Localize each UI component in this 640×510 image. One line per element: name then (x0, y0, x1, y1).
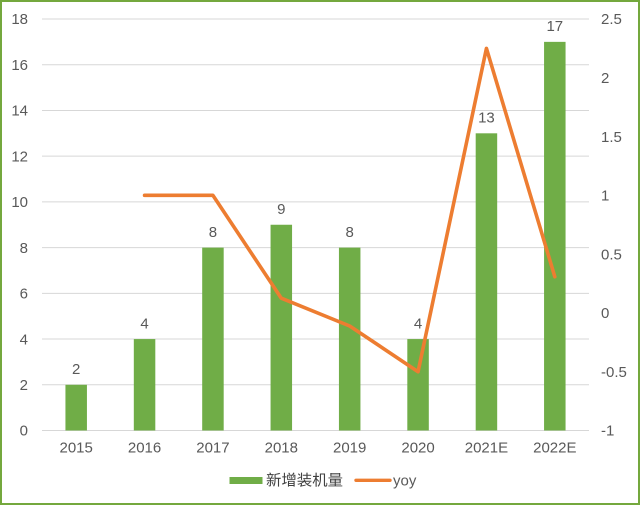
svg-text:4: 4 (414, 315, 422, 332)
svg-text:4: 4 (20, 331, 28, 348)
svg-text:2.5: 2.5 (601, 11, 622, 28)
svg-text:4: 4 (140, 315, 148, 332)
svg-text:2020: 2020 (401, 440, 434, 457)
svg-text:1.5: 1.5 (601, 129, 622, 146)
svg-text:17: 17 (546, 18, 563, 35)
svg-text:2016: 2016 (128, 440, 161, 457)
svg-text:12: 12 (11, 148, 28, 165)
svg-text:yoy: yoy (393, 473, 417, 490)
svg-text:0: 0 (601, 305, 609, 322)
svg-text:2022E: 2022E (533, 440, 576, 457)
svg-text:10: 10 (11, 194, 28, 211)
svg-text:8: 8 (209, 224, 217, 241)
svg-text:0.5: 0.5 (601, 246, 622, 263)
svg-text:2: 2 (20, 377, 28, 394)
svg-text:13: 13 (478, 110, 495, 127)
svg-text:18: 18 (11, 11, 28, 28)
svg-text:2017: 2017 (196, 440, 229, 457)
svg-text:2021E: 2021E (465, 440, 508, 457)
svg-text:9: 9 (277, 201, 285, 218)
svg-text:1: 1 (601, 188, 609, 205)
svg-text:0: 0 (20, 423, 28, 440)
svg-text:-0.5: -0.5 (601, 364, 627, 381)
svg-text:2018: 2018 (265, 440, 298, 457)
svg-text:2: 2 (601, 70, 609, 87)
svg-text:-1: -1 (601, 423, 614, 440)
svg-text:2019: 2019 (333, 440, 366, 457)
svg-text:2: 2 (72, 361, 80, 378)
svg-text:6: 6 (20, 286, 28, 303)
svg-text:14: 14 (11, 103, 28, 120)
svg-text:8: 8 (346, 224, 354, 241)
svg-text:8: 8 (20, 240, 28, 257)
svg-text:2015: 2015 (60, 440, 93, 457)
svg-text:16: 16 (11, 57, 28, 74)
